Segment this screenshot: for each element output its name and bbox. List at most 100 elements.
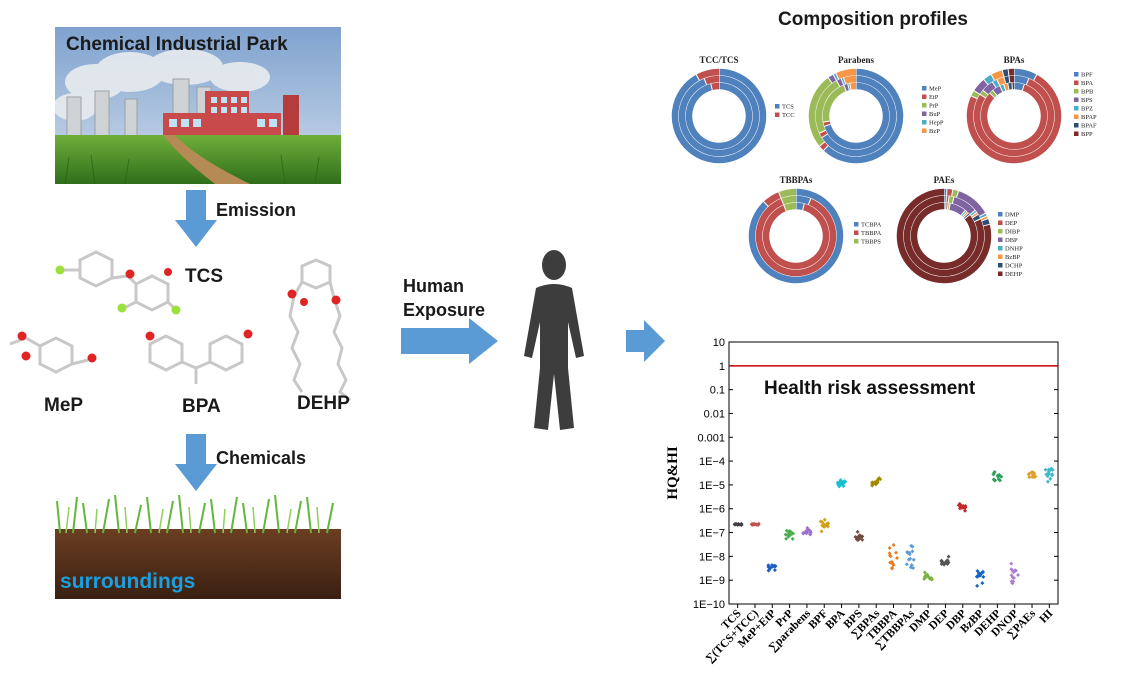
legend-swatch (998, 246, 1003, 251)
donut-slice (685, 82, 753, 150)
slice-separator (991, 81, 997, 88)
scatter-point (981, 574, 986, 579)
donut-slice (952, 197, 976, 215)
legend-label: BzP (929, 128, 940, 135)
human-exposure-line2: Exposure (403, 300, 486, 320)
legend-swatch (1074, 106, 1079, 111)
donut-slice (815, 80, 840, 134)
legend-label: BPP (1081, 131, 1093, 138)
slice-separator (703, 78, 708, 86)
scatter-point (791, 531, 796, 536)
scatter-series (974, 568, 986, 588)
legend-swatch (922, 103, 927, 108)
legend-label: TCS (782, 104, 794, 111)
scatter-point (981, 570, 986, 575)
slice-separator (948, 202, 951, 211)
donut-title: BPAs (1004, 55, 1025, 65)
scatter-point (870, 482, 875, 487)
bpa-label: BPA (182, 396, 221, 417)
legend-label: DEHP (1005, 271, 1022, 278)
scatter-point (922, 576, 927, 581)
human-exposure-line1: Human (403, 276, 465, 296)
scatter-point (908, 556, 913, 561)
slice-separator (819, 129, 826, 134)
slice-separator (951, 189, 954, 197)
donut-title: PAEs (934, 175, 955, 185)
scatter-point (891, 562, 896, 567)
scatter-point (819, 529, 824, 534)
donut-slice (849, 82, 857, 90)
slice-separator (979, 93, 986, 99)
scatter-point (906, 557, 911, 562)
scatter-point (838, 478, 843, 483)
donut-slice (981, 218, 990, 226)
scatter-point (1046, 470, 1051, 475)
scatter-point (957, 501, 962, 506)
scatter-series (801, 525, 813, 537)
dehp-molecule (288, 258, 351, 402)
donut-slice (903, 195, 985, 277)
legend-swatch (1074, 80, 1079, 85)
legend-label: BPF (1081, 72, 1093, 79)
slice-separator (849, 82, 852, 91)
slice-separator (695, 74, 700, 81)
donut-slice (1013, 82, 1025, 91)
scatter-series (887, 542, 900, 571)
scatter-point (786, 532, 791, 537)
scatter-point (822, 517, 827, 522)
donut-slice (819, 141, 829, 151)
scatter-point (895, 555, 900, 560)
mep-label: MeP (44, 395, 84, 416)
bpa-molecule (148, 334, 244, 384)
donut-slice (896, 188, 992, 284)
scatter-point (1009, 579, 1014, 584)
legend-label: BPB (1081, 89, 1094, 96)
slice-separator (961, 211, 968, 218)
donut-slice (843, 83, 850, 92)
scatter-point (1027, 471, 1032, 476)
donut-slice (948, 196, 955, 204)
scatter-series (835, 478, 848, 489)
donut-slice (1003, 83, 1010, 91)
scatter-point (820, 519, 825, 524)
donut-slice (991, 70, 1004, 81)
legend-label: DNHP (1005, 246, 1023, 253)
industrial-park-image (55, 27, 341, 184)
legend-swatch (998, 263, 1003, 268)
scatter-point (890, 565, 895, 570)
scatter-point (909, 563, 914, 568)
scatter-point (894, 550, 899, 555)
scatter-series (939, 554, 951, 567)
slice-separator (780, 198, 785, 206)
y-tick-label: 10 (713, 337, 725, 349)
slice-separator (821, 133, 828, 139)
scatter-series (818, 517, 831, 534)
slice-separator (982, 89, 989, 96)
scatter-point (790, 536, 795, 541)
legend-label: BzBP (1005, 254, 1021, 261)
donut-slice (910, 202, 978, 270)
legend-label: DBP (1005, 237, 1018, 244)
donut-slice (973, 78, 1055, 157)
scatter-point (942, 562, 947, 567)
scatter-point (805, 525, 810, 530)
chart-title: Health risk assessment (764, 378, 976, 399)
scatter-series (870, 476, 883, 488)
slice-separator (840, 78, 845, 86)
donut-slice (762, 203, 830, 270)
donut-slice (983, 74, 995, 85)
donut-slice (999, 84, 1006, 92)
scatter-point (911, 565, 916, 570)
legend-label: PrP (929, 103, 939, 110)
y-axis-label: HQ&HI (665, 446, 681, 499)
scatter-point (854, 537, 859, 542)
scatter-point (957, 506, 962, 511)
scatter-point (755, 522, 760, 527)
slice-separator (970, 211, 978, 217)
donut-slice (843, 75, 857, 84)
slice-separator (973, 90, 981, 95)
scatter-point (1045, 474, 1050, 479)
scatter-point (786, 534, 791, 539)
scatter-point (925, 572, 930, 577)
